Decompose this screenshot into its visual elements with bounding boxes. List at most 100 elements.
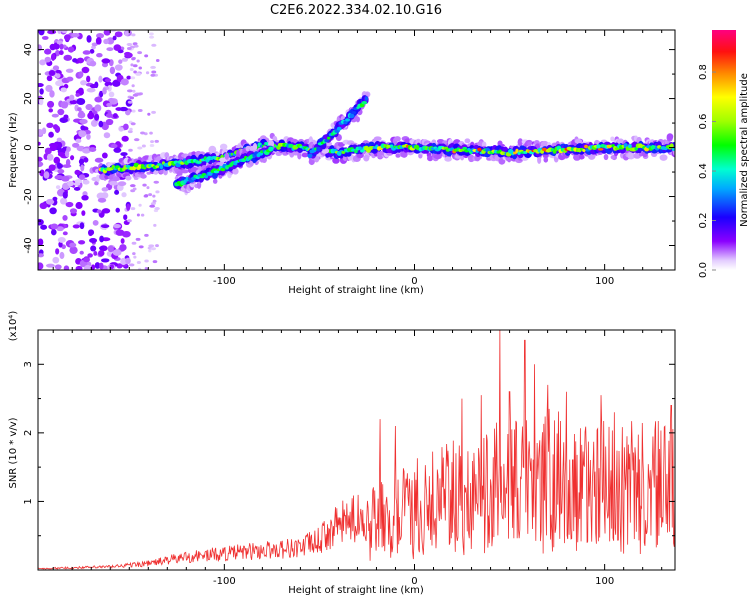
heatmap-cell	[73, 182, 81, 186]
heatmap-cell	[151, 43, 157, 47]
heatmap-cell	[136, 261, 141, 265]
heatmap-cell	[113, 224, 122, 229]
heatmap-cell	[56, 137, 63, 143]
heatmap-cell	[63, 265, 70, 270]
heatmap-cell	[213, 170, 220, 174]
heatmap-cell	[66, 76, 74, 82]
heatmap-cell	[115, 229, 125, 236]
heatmap-cell	[48, 131, 54, 138]
heatmap-cell	[147, 112, 151, 116]
heatmap-cell	[155, 244, 159, 248]
colorbar-label: Normalized spectral amplitude	[739, 73, 750, 227]
heatmap-cell	[48, 69, 56, 77]
heatmap-cell	[127, 219, 132, 223]
heatmap-cell	[149, 204, 156, 208]
heatmap-cell	[70, 155, 75, 161]
snr-exponent-label: (x10⁴)	[8, 311, 19, 342]
heatmap-cell	[69, 94, 75, 101]
heatmap-cell	[361, 100, 368, 105]
snr-y-tick-label: 3	[23, 361, 34, 367]
heatmap-cell	[628, 144, 632, 149]
heatmap-cell	[52, 65, 60, 71]
heatmap-cell	[252, 143, 258, 151]
heatmap-cell	[153, 180, 160, 184]
heatmap-cell	[130, 122, 136, 126]
heatmap-cell	[149, 131, 153, 135]
heatmap-cell	[39, 59, 46, 66]
heatmap-cell	[45, 263, 55, 268]
heatmap-cell	[603, 154, 609, 161]
heatmap-cell	[144, 194, 149, 198]
heatmap-cell	[204, 175, 209, 179]
heatmap-cell	[98, 262, 104, 270]
heatmap-cell	[207, 171, 213, 176]
colorbar-tick-label: 0.2	[698, 213, 709, 229]
heatmap-cell	[596, 144, 601, 149]
heatmap-cell	[72, 142, 80, 148]
heatmap-cell	[394, 136, 401, 142]
heatmap-cell	[98, 75, 103, 83]
heatmap-cell	[126, 47, 132, 51]
heatmap-cell	[395, 153, 401, 158]
heatmap-cell	[74, 169, 81, 176]
heatmap-cell	[72, 58, 78, 63]
heatmap-cell	[152, 194, 156, 198]
heatmap-cell	[224, 152, 230, 160]
heatmap-cell	[101, 152, 108, 159]
heatmap-cell	[78, 158, 85, 165]
heatmap-cell	[150, 73, 156, 77]
heatmap-cell	[517, 138, 523, 147]
page-title: C2E6.2022.334.02.10.G16	[270, 3, 442, 18]
heatmap-cell	[53, 42, 60, 50]
heatmap-cell	[124, 30, 129, 37]
heatmap-cell	[220, 167, 226, 172]
heatmap-cell	[87, 112, 95, 120]
heatmap-cell	[130, 63, 134, 67]
heatmap-cell	[324, 139, 329, 143]
heatmap-cell	[77, 107, 82, 112]
heatmap-cell	[363, 154, 370, 162]
heatmap-cell	[93, 250, 98, 256]
heatmap-cell	[102, 87, 107, 95]
heatmap-cell	[54, 125, 61, 133]
heatmap-cell	[38, 141, 41, 146]
heatmap-cell	[98, 250, 105, 257]
heatmap-cell	[150, 247, 157, 251]
heatmap-cell	[38, 218, 44, 226]
heatmap-cell	[118, 127, 125, 131]
heatmap-cell	[148, 193, 153, 197]
heatmap-cell	[97, 197, 107, 203]
heatmap-cell	[55, 248, 60, 255]
heatmap-cell	[96, 52, 103, 58]
heatmap-cell	[94, 113, 100, 121]
heatmap-cell	[131, 33, 136, 37]
heatmap-cell	[114, 64, 123, 71]
heatmap-cell	[573, 154, 581, 161]
heatmap-cell	[144, 54, 149, 58]
heatmap-cell	[38, 253, 45, 258]
heatmap-cell	[358, 146, 362, 150]
heatmap-cell	[89, 237, 98, 243]
heatmap-cell	[88, 147, 97, 153]
heatmap-cell	[49, 207, 57, 215]
colorbar-tick-label: 0.8	[698, 64, 709, 80]
heatmap-cell	[55, 80, 64, 87]
heatmap-cell	[44, 147, 52, 155]
heatmap-cell	[44, 56, 52, 63]
heatmap-cell	[138, 245, 144, 249]
heatmap-cell	[268, 146, 274, 152]
heatmap-cell	[610, 155, 615, 160]
heatmap-cell	[666, 133, 674, 140]
heatmap-cell	[38, 129, 44, 136]
heatmap-cell	[155, 165, 160, 169]
heatmap-cell	[63, 54, 73, 61]
heatmap-cell	[132, 89, 136, 93]
heatmap-cell	[114, 189, 120, 195]
spectrogram-y-tick-label: 40	[23, 43, 34, 56]
heatmap-cell	[117, 181, 127, 187]
heatmap-cell	[76, 97, 86, 106]
heatmap-cell	[40, 224, 48, 230]
heatmap-cell	[94, 104, 102, 112]
heatmap-cell	[155, 190, 160, 194]
heatmap-cell	[133, 44, 139, 48]
